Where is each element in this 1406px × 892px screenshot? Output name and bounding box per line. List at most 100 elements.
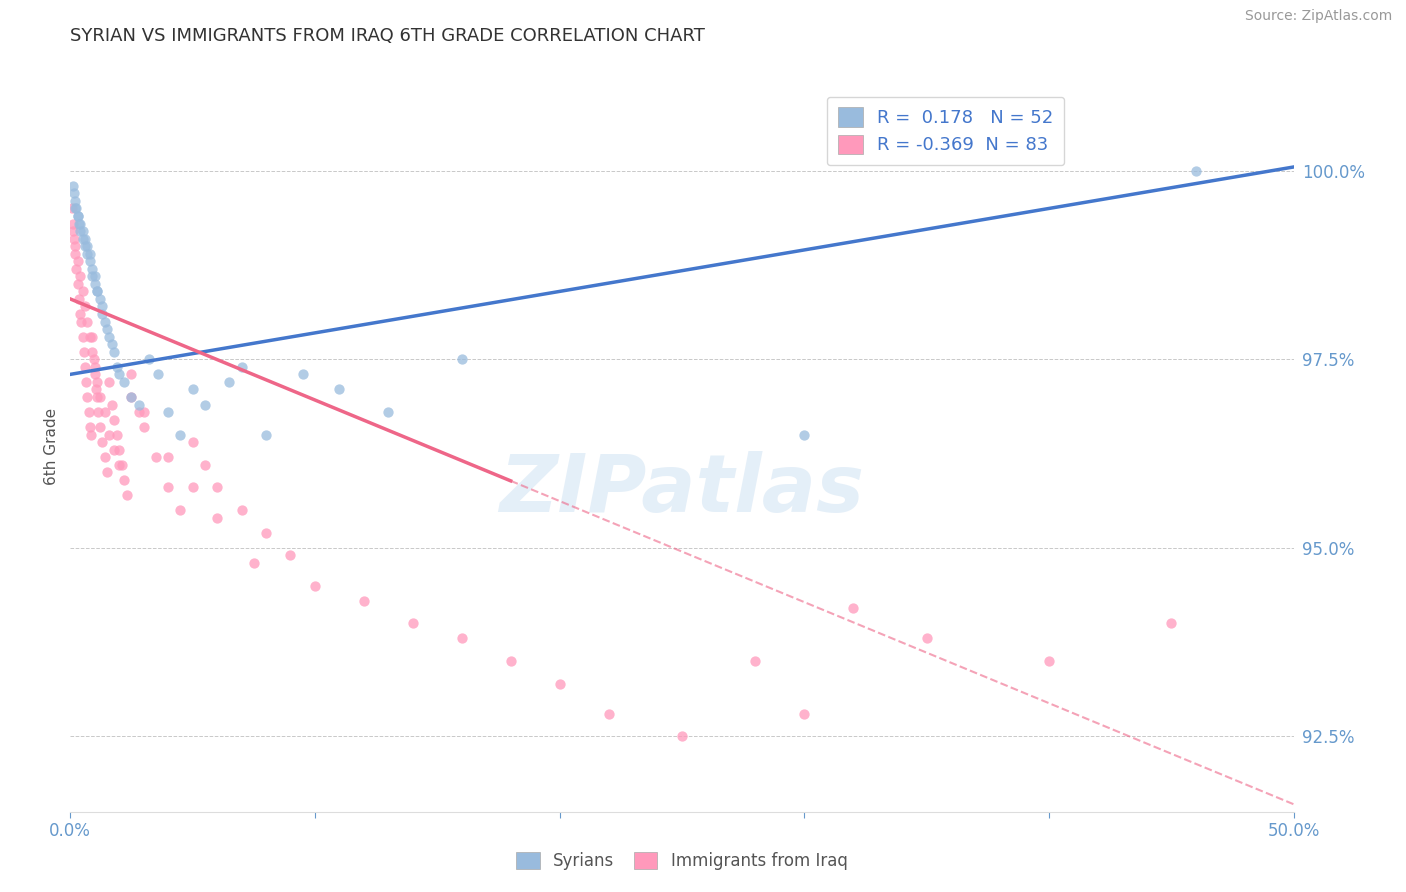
Point (83, 277, 105, 291)
Point (98, 427, 121, 442)
Point (91, 300, 114, 314)
Point (598, 706, 620, 721)
Point (63, 202, 86, 216)
Point (79, 420, 101, 434)
Point (101, 398, 124, 412)
Point (66, 277, 89, 291)
Point (181, 383, 204, 397)
Point (66, 209, 89, 223)
Point (243, 556, 266, 570)
Point (62, 178, 84, 193)
Point (744, 654, 766, 668)
Point (79, 246, 101, 260)
Point (101, 337, 124, 351)
Point (671, 729, 693, 743)
Point (105, 427, 128, 442)
Point (169, 427, 191, 442)
Point (69, 224, 91, 238)
Point (82, 261, 104, 276)
Point (72, 232, 94, 246)
Point (108, 368, 131, 382)
Point (86, 285, 108, 299)
Point (63, 194, 86, 208)
Point (148, 368, 170, 382)
Point (194, 398, 217, 412)
Point (112, 473, 135, 487)
Point (72, 329, 94, 343)
Point (115, 488, 138, 502)
Point (548, 676, 571, 690)
Point (89, 292, 111, 306)
Point (63, 239, 86, 253)
Point (353, 593, 375, 607)
Point (194, 458, 217, 472)
Point (76, 390, 98, 404)
Point (108, 458, 131, 472)
Point (111, 458, 134, 472)
Point (63, 232, 86, 246)
Point (121, 368, 143, 382)
Point (76, 246, 98, 260)
Legend: Syrians, Immigrants from Iraq: Syrians, Immigrants from Iraq (509, 845, 855, 877)
Point (1160, 616, 1182, 631)
Point (157, 480, 180, 494)
Point (103, 344, 125, 359)
Point (157, 450, 180, 465)
Point (70, 315, 93, 329)
Point (254, 525, 277, 540)
Point (402, 616, 425, 631)
Point (83, 269, 105, 284)
Point (73, 239, 96, 253)
Point (231, 503, 253, 517)
Point (377, 405, 399, 419)
Point (291, 368, 314, 382)
Point (98, 375, 121, 389)
Point (103, 412, 125, 426)
Point (128, 398, 150, 412)
Point (82, 344, 104, 359)
Point (96, 322, 118, 336)
Point (231, 359, 253, 374)
Point (66, 209, 89, 223)
Point (76, 315, 98, 329)
Point (69, 269, 91, 284)
Point (499, 654, 522, 668)
Point (79, 329, 101, 343)
Point (82, 269, 104, 284)
Point (121, 390, 143, 404)
Point (132, 420, 155, 434)
Point (86, 390, 108, 404)
Point (112, 375, 135, 389)
Point (108, 442, 131, 457)
Point (218, 375, 240, 389)
Text: Source: ZipAtlas.com: Source: ZipAtlas.com (1244, 9, 1392, 23)
Point (98, 329, 121, 343)
Point (86, 375, 108, 389)
Point (62, 217, 84, 231)
Point (93, 405, 115, 419)
Point (450, 352, 472, 367)
Point (793, 706, 815, 721)
Point (1038, 654, 1060, 668)
Point (132, 405, 155, 419)
Point (72, 285, 94, 299)
Point (793, 427, 815, 442)
Point (96, 466, 118, 480)
Point (121, 390, 143, 404)
Point (915, 632, 938, 646)
Point (254, 427, 277, 442)
Point (67, 217, 90, 231)
Point (80, 427, 103, 442)
Y-axis label: 6th Grade: 6th Grade (44, 408, 59, 484)
Point (103, 442, 125, 457)
Point (77, 405, 100, 419)
Point (73, 359, 96, 374)
Point (72, 224, 94, 238)
Point (83, 359, 105, 374)
Point (280, 549, 302, 563)
Point (83, 368, 105, 382)
Point (75, 375, 97, 389)
Point (145, 450, 167, 465)
Point (69, 307, 91, 321)
Point (83, 352, 105, 367)
